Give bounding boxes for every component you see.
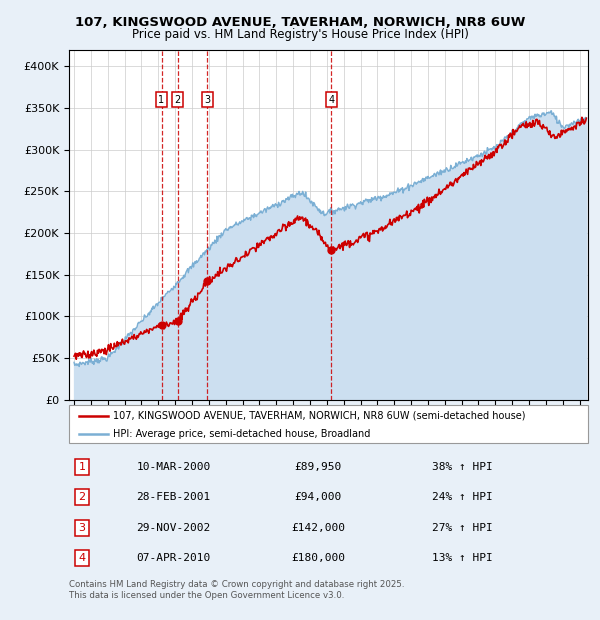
Text: 10-MAR-2000: 10-MAR-2000 (136, 462, 211, 472)
Text: £180,000: £180,000 (291, 553, 345, 563)
Text: £94,000: £94,000 (295, 492, 342, 502)
Text: 3: 3 (204, 95, 211, 105)
Text: Contains HM Land Registry data © Crown copyright and database right 2025.: Contains HM Land Registry data © Crown c… (69, 580, 404, 589)
Text: 2: 2 (175, 95, 181, 105)
Text: 107, KINGSWOOD AVENUE, TAVERHAM, NORWICH, NR8 6UW: 107, KINGSWOOD AVENUE, TAVERHAM, NORWICH… (75, 16, 525, 29)
Text: 27% ↑ HPI: 27% ↑ HPI (432, 523, 493, 533)
Text: 4: 4 (79, 553, 86, 563)
Text: HPI: Average price, semi-detached house, Broadland: HPI: Average price, semi-detached house,… (113, 428, 370, 439)
Text: 3: 3 (79, 523, 85, 533)
Text: 1: 1 (79, 462, 85, 472)
Text: 24% ↑ HPI: 24% ↑ HPI (432, 492, 493, 502)
Text: £142,000: £142,000 (291, 523, 345, 533)
FancyBboxPatch shape (69, 405, 588, 443)
Text: 07-APR-2010: 07-APR-2010 (136, 553, 211, 563)
Text: This data is licensed under the Open Government Licence v3.0.: This data is licensed under the Open Gov… (69, 591, 344, 600)
Text: 13% ↑ HPI: 13% ↑ HPI (432, 553, 493, 563)
Text: 28-FEB-2001: 28-FEB-2001 (136, 492, 211, 502)
Text: £89,950: £89,950 (295, 462, 342, 472)
Text: 107, KINGSWOOD AVENUE, TAVERHAM, NORWICH, NR8 6UW (semi-detached house): 107, KINGSWOOD AVENUE, TAVERHAM, NORWICH… (113, 410, 526, 420)
Text: 2: 2 (79, 492, 86, 502)
Text: 1: 1 (158, 95, 164, 105)
Text: 4: 4 (328, 95, 334, 105)
Text: 38% ↑ HPI: 38% ↑ HPI (432, 462, 493, 472)
Text: Price paid vs. HM Land Registry's House Price Index (HPI): Price paid vs. HM Land Registry's House … (131, 28, 469, 41)
Text: 29-NOV-2002: 29-NOV-2002 (136, 523, 211, 533)
